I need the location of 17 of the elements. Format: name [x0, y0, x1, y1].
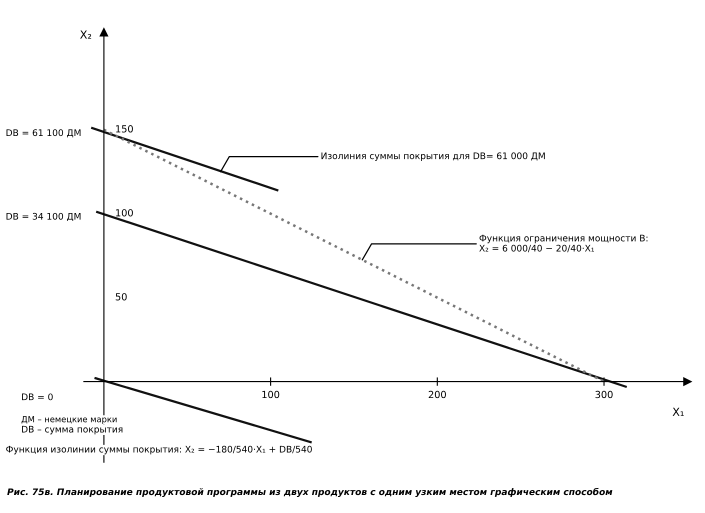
y-tick-label: 150	[116, 125, 133, 133]
x-tick-label: 300	[595, 390, 613, 398]
annotation: ДМ – немецкие марки	[22, 416, 117, 424]
annotation: Функция ограничения мощности B: X₂ = 6 000/40 − 20/40·X₁	[479, 234, 648, 252]
x-tick-label: 200	[428, 390, 446, 398]
annotation: DB – сумма покрытия	[22, 426, 122, 434]
text: DB = 0	[22, 393, 53, 400]
y-axis-title: X₂	[80, 30, 92, 39]
text: DB = 34 100 ДМ	[6, 212, 81, 221]
annotation: Изолиния суммы покрытия для DB= 61 000 ДМ	[322, 152, 545, 161]
text: Рис. 75в. Планирование продуктовой программы из двух продуктов с одним узким местом графическим способом	[7, 488, 612, 497]
x-tick-label: 100	[262, 390, 280, 398]
y-tick-label: 50	[116, 293, 127, 300]
y-tick-label: 100	[116, 209, 133, 216]
x-axis-title: X₁	[672, 408, 684, 416]
text: DB = 61 100 ДМ	[6, 129, 81, 138]
annotation: Функция изолинии суммы покрытия: X₂ = −180/540·X₁ + DB/540	[6, 446, 312, 454]
